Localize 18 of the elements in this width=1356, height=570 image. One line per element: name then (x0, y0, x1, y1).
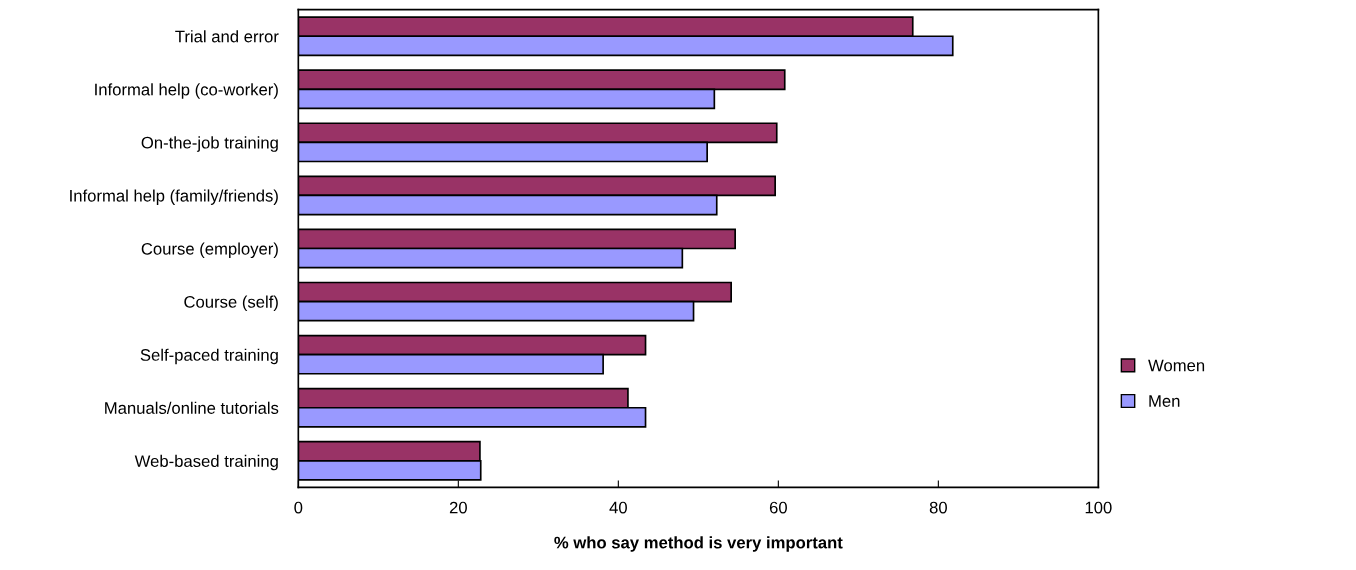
y-tick-label: Self-paced training (140, 348, 278, 365)
y-tick-label: Informal help (co-worker) (95, 83, 278, 99)
x-tick-label: 0 (294, 501, 303, 514)
x-tick-label: 80 (929, 501, 947, 514)
y-tick-label: Course (self) (184, 295, 278, 312)
y-tick-label: Web-based training (134, 454, 278, 471)
x-axis-title: % who say method is very important (554, 536, 843, 552)
y-tick-label: Trial and error (175, 30, 279, 43)
x-tick-label: 40 (609, 501, 627, 514)
x-tick-label: 60 (769, 501, 787, 514)
x-tick-label: 20 (449, 501, 467, 514)
y-tick-label: Informal help (family/friends) (70, 189, 278, 205)
legend-label: Women (1148, 359, 1205, 372)
legend-label: Men (1149, 395, 1180, 407)
x-tick-label: 100 (1085, 501, 1112, 514)
y-tick-label: Course (employer) (141, 242, 278, 259)
y-tick-label: Manuals/online tutorials (105, 401, 279, 414)
y-tick-label: On-the-job training (141, 136, 278, 152)
